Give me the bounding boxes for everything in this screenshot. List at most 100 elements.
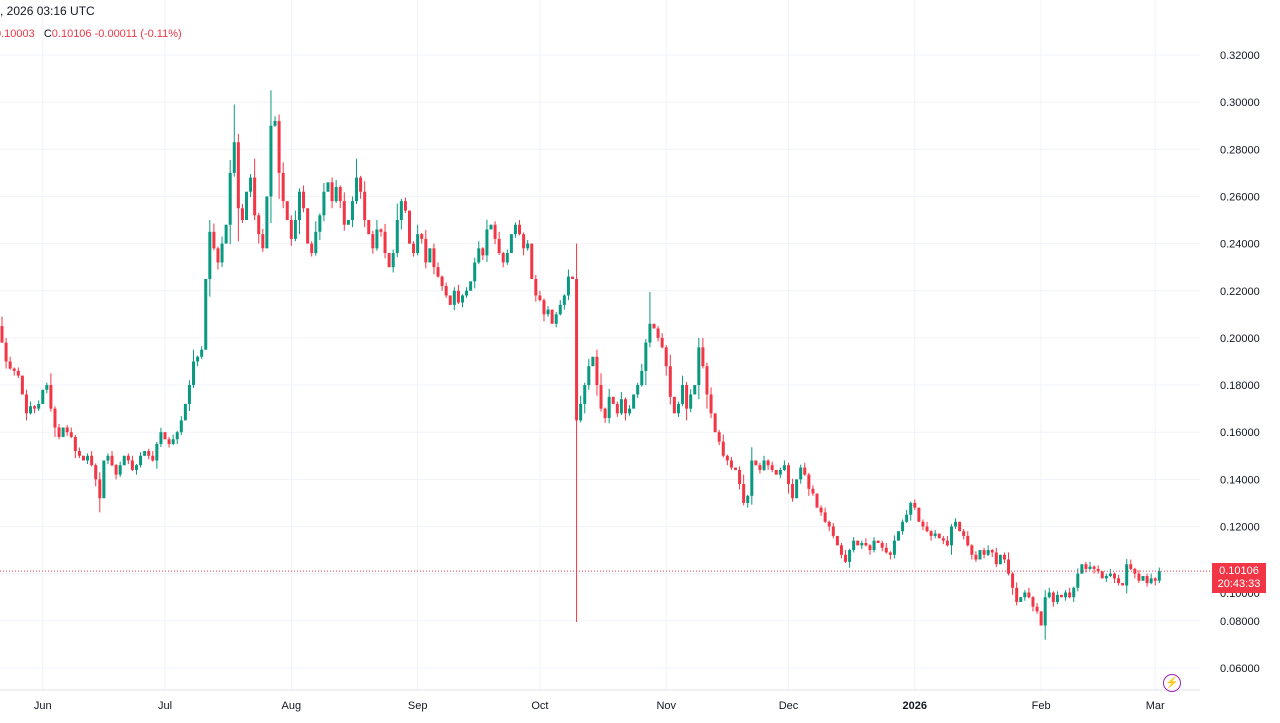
- candle-body: [954, 521, 958, 527]
- candle-body: [819, 507, 823, 513]
- candle: [962, 528, 966, 540]
- candle: [1108, 568, 1112, 578]
- candle: [978, 550, 982, 560]
- candle-body: [110, 455, 114, 466]
- candle: [1129, 559, 1133, 571]
- candle: [628, 405, 632, 416]
- candle: [249, 174, 253, 198]
- candle: [171, 434, 175, 446]
- candle-body: [236, 142, 240, 209]
- candle: [864, 538, 868, 547]
- header-datetime: , 2026 03:16 UTC: [0, 4, 95, 18]
- time-tick-label: Nov: [656, 700, 676, 712]
- candle-body: [689, 394, 693, 409]
- candle: [860, 540, 864, 549]
- price-tick-label: 0.30000: [1220, 97, 1260, 109]
- price-tick-label: 0.26000: [1220, 191, 1260, 203]
- candle: [754, 460, 758, 466]
- candle: [705, 362, 709, 409]
- candle: [786, 462, 790, 494]
- candle: [375, 220, 379, 251]
- candle-body: [346, 220, 350, 225]
- candle: [872, 537, 876, 553]
- candle-body: [106, 455, 110, 461]
- candle-body: [754, 460, 758, 466]
- candle: [1064, 590, 1068, 601]
- candle: [778, 467, 782, 479]
- candle: [827, 520, 831, 532]
- candle-body: [872, 540, 876, 551]
- candle: [114, 464, 118, 480]
- candle-body: [493, 224, 497, 239]
- candle: [852, 537, 856, 553]
- candle: [660, 333, 664, 349]
- candle: [880, 540, 884, 552]
- candle-body: [253, 177, 257, 216]
- candle-body: [1104, 576, 1108, 579]
- candle: [917, 507, 921, 522]
- candle: [888, 551, 892, 560]
- candle: [212, 223, 216, 251]
- candle-body: [245, 191, 248, 221]
- candle-body: [8, 361, 12, 369]
- candle: [530, 243, 534, 279]
- time-tick-label: Feb: [1032, 700, 1051, 712]
- candle-body: [681, 385, 685, 404]
- candle: [465, 287, 469, 298]
- candle-body: [897, 531, 900, 541]
- candle: [444, 282, 448, 298]
- candle-body: [187, 385, 191, 404]
- candle-body: [554, 314, 558, 324]
- candle: [1145, 573, 1149, 587]
- candle: [876, 540, 880, 544]
- candle: [293, 210, 297, 242]
- candle-body: [77, 451, 81, 456]
- candle: [424, 230, 428, 269]
- candle: [469, 281, 473, 291]
- candle: [509, 234, 513, 254]
- time-tick-label: Oct: [531, 700, 548, 712]
- candle-body: [134, 465, 138, 470]
- candle: [807, 472, 811, 496]
- candle-body: [827, 521, 831, 527]
- candle-body: [562, 295, 566, 305]
- candle-body: [636, 385, 640, 395]
- candle: [929, 530, 933, 541]
- candle: [302, 185, 306, 213]
- price-axis[interactable]: 0.32000 0.30000 0.28000 0.26000 0.24000 0.220…: [1220, 50, 1260, 675]
- lightning-icon[interactable]: ⚡: [1163, 674, 1181, 692]
- candle: [456, 284, 460, 305]
- candle-body: [644, 342, 648, 371]
- candle-body: [697, 347, 701, 386]
- candle-body: [534, 278, 538, 296]
- candle-body: [1015, 587, 1019, 602]
- candle: [990, 548, 994, 558]
- candle-body: [583, 385, 587, 404]
- candle: [1100, 571, 1104, 579]
- candle: [681, 375, 685, 407]
- candle: [799, 464, 803, 484]
- candle-body: [416, 234, 420, 254]
- candle-body: [868, 545, 872, 551]
- candle: [501, 251, 505, 268]
- candle-body: [265, 196, 269, 249]
- ohlc-legend: 0.10003 C0.10106 -0.00011 (-0.11%): [0, 28, 182, 40]
- candle: [571, 276, 574, 279]
- candle: [966, 531, 970, 547]
- candle-body: [835, 535, 839, 546]
- candle: [134, 464, 138, 475]
- candle-body: [167, 439, 171, 444]
- candle-body: [326, 182, 330, 192]
- time-axis[interactable]: Jun Jul Aug Sep Oct Nov Dec 2026 Feb Mar: [34, 700, 1165, 712]
- candle-body: [1096, 568, 1100, 572]
- candle: [522, 232, 526, 256]
- candle-body: [1064, 592, 1068, 598]
- candle-body: [69, 432, 73, 437]
- candle: [554, 311, 558, 328]
- candle-body: [705, 366, 709, 395]
- candle-body: [811, 488, 815, 494]
- candle-body: [183, 403, 187, 421]
- candle-body: [762, 460, 766, 470]
- candle: [725, 454, 729, 466]
